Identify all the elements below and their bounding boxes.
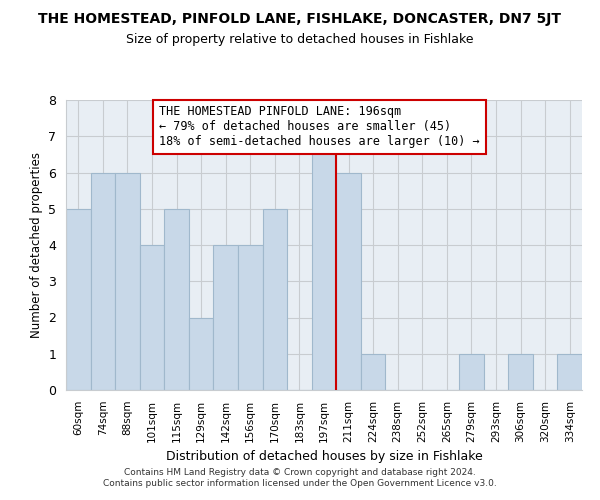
Bar: [238, 245, 263, 390]
X-axis label: Distribution of detached houses by size in Fishlake: Distribution of detached houses by size …: [166, 450, 482, 463]
Text: Contains HM Land Registry data © Crown copyright and database right 2024.
Contai: Contains HM Land Registry data © Crown c…: [103, 468, 497, 487]
Bar: [115, 172, 140, 390]
Bar: [557, 354, 582, 390]
Bar: [91, 172, 115, 390]
Bar: [312, 136, 336, 390]
Bar: [508, 354, 533, 390]
Bar: [66, 209, 91, 390]
Bar: [140, 245, 164, 390]
Text: THE HOMESTEAD PINFOLD LANE: 196sqm
← 79% of detached houses are smaller (45)
18%: THE HOMESTEAD PINFOLD LANE: 196sqm ← 79%…: [160, 106, 480, 148]
Bar: [336, 172, 361, 390]
Bar: [214, 245, 238, 390]
Text: THE HOMESTEAD, PINFOLD LANE, FISHLAKE, DONCASTER, DN7 5JT: THE HOMESTEAD, PINFOLD LANE, FISHLAKE, D…: [38, 12, 562, 26]
Bar: [263, 209, 287, 390]
Bar: [361, 354, 385, 390]
Bar: [459, 354, 484, 390]
Y-axis label: Number of detached properties: Number of detached properties: [30, 152, 43, 338]
Bar: [189, 318, 214, 390]
Text: Size of property relative to detached houses in Fishlake: Size of property relative to detached ho…: [126, 32, 474, 46]
Bar: [164, 209, 189, 390]
